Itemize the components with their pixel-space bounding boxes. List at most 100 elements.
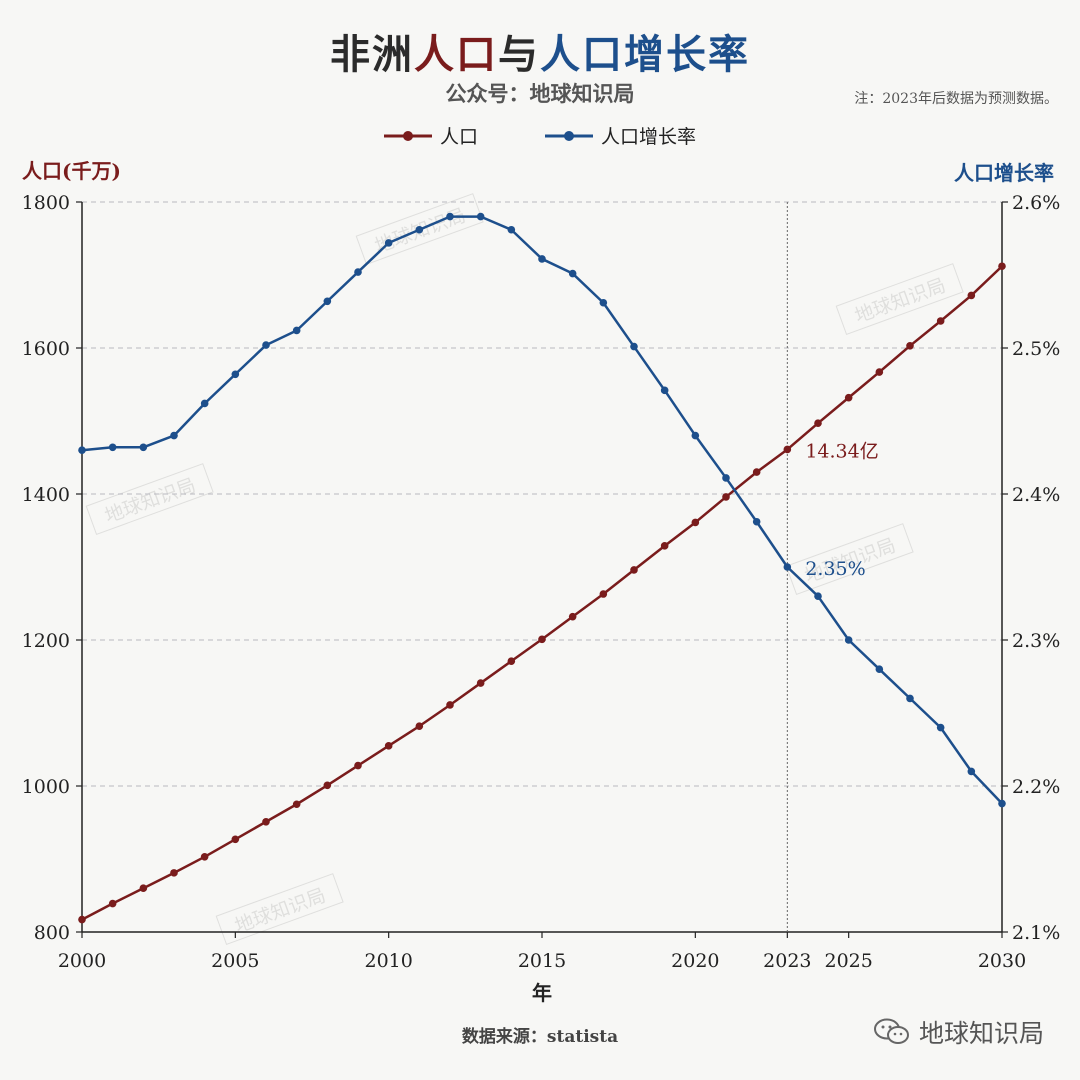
y-right-tick-label: 2.2%: [1012, 776, 1060, 798]
data-point-population: [323, 781, 332, 790]
data-point-population: [599, 590, 608, 598]
y-left-tick-label: 800: [34, 922, 70, 944]
annotation-label: 14.34亿: [805, 440, 878, 462]
data-point-population: [354, 761, 362, 770]
data-point-population: [292, 800, 301, 809]
watermark-box: [355, 193, 484, 266]
y-left-tick-label: 1600: [22, 338, 70, 360]
data-point-population: [568, 612, 577, 621]
x-tick-label: 2023: [763, 950, 811, 972]
y-right-tick-label: 2.6%: [1012, 192, 1060, 214]
brand-logo: 地球知识局: [873, 1014, 1044, 1050]
data-point-population: [752, 468, 761, 476]
data-point-population: [108, 899, 117, 908]
chart-title: 非洲人口与人口增长率: [0, 22, 1080, 80]
title-part-africa: 非洲: [330, 31, 414, 78]
data-point-population: [200, 853, 209, 861]
data-point-growth-rate: [752, 517, 761, 526]
data-point-growth-rate: [568, 269, 577, 278]
x-tick-label: 2030: [978, 950, 1026, 972]
legend-marker-growth-rate: [564, 131, 574, 141]
data-point-growth-rate: [292, 326, 301, 335]
y-right-axis-title: 人口增长率: [954, 161, 1054, 185]
data-point-population: [783, 445, 792, 454]
legend-marker-population: [403, 131, 413, 141]
data-point-growth-rate: [384, 239, 393, 247]
data-point-growth-rate: [998, 799, 1006, 808]
data-point-population: [384, 742, 393, 750]
data-point-population: [875, 368, 884, 376]
data-point-population: [170, 869, 178, 877]
watermark-0: 地球知识局: [85, 463, 214, 536]
x-tick-label: 2005: [211, 950, 259, 972]
x-tick-label: 2010: [364, 950, 412, 972]
y-left-axis-title: 人口(千万): [22, 159, 121, 183]
x-tick-label: 2015: [518, 950, 566, 972]
data-point-population: [507, 657, 516, 665]
data-point-growth-rate: [507, 225, 516, 234]
watermark-box: [215, 873, 344, 946]
title-part-and: 与: [498, 31, 540, 78]
data-point-growth-rate: [875, 665, 884, 673]
data-point-population: [967, 291, 976, 300]
data-point-growth-rate: [936, 723, 945, 732]
x-tick-label: 2020: [671, 950, 719, 972]
data-point-growth-rate: [906, 694, 914, 703]
y-right-tick-label: 2.1%: [1012, 922, 1060, 944]
legend-label-population: 人口: [440, 126, 478, 148]
data-point-growth-rate: [476, 212, 485, 221]
y-left-tick-label: 1800: [22, 192, 70, 214]
data-point-growth-rate: [844, 636, 853, 644]
y-right-tick-label: 2.3%: [1012, 630, 1060, 652]
data-point-population: [630, 566, 638, 574]
data-point-growth-rate: [967, 767, 976, 776]
watermark-1: 地球知识局: [835, 263, 964, 336]
title-part-population: 人口: [414, 31, 498, 78]
data-point-population: [78, 915, 86, 924]
forecast-note: 注：2023年后数据为预测数据。: [854, 91, 1058, 107]
annotation-label: 2.35%: [805, 558, 865, 580]
data-point-growth-rate: [354, 268, 362, 276]
y-left-tick-label: 1400: [22, 484, 70, 506]
y-left-tick-label: 1200: [22, 630, 70, 652]
data-point-growth-rate: [814, 592, 822, 600]
data-point-growth-rate: [323, 297, 332, 306]
data-point-growth-rate: [200, 399, 209, 408]
data-point-population: [231, 835, 240, 844]
data-point-population: [415, 722, 424, 730]
data-point-growth-rate: [691, 431, 700, 440]
x-tick-label: 2000: [58, 950, 106, 972]
data-point-population: [722, 493, 730, 501]
y-left-tick-label: 1000: [22, 776, 70, 798]
data-point-population: [844, 393, 853, 402]
x-axis-title: 年: [532, 981, 552, 1005]
data-point-growth-rate: [783, 563, 792, 571]
data-point-growth-rate: [538, 255, 546, 263]
data-point-growth-rate: [599, 298, 608, 307]
brand-name: 地球知识局: [918, 1019, 1044, 1048]
series-line-population: [81, 265, 1003, 921]
data-point-growth-rate: [170, 431, 178, 440]
data-point-population: [538, 635, 546, 644]
data-point-growth-rate: [108, 443, 117, 452]
legend-label-growth-rate: 人口增长率: [601, 126, 696, 148]
title-part-growth-rate: 人口增长率: [540, 31, 750, 78]
data-point-growth-rate: [139, 443, 148, 452]
wechat-icon: [873, 1018, 909, 1044]
data-point-population: [691, 518, 700, 527]
data-point-growth-rate: [78, 446, 86, 455]
data-point-population: [262, 817, 270, 826]
data-point-population: [139, 884, 148, 892]
data-point-population: [660, 542, 669, 550]
data-point-population: [998, 262, 1006, 271]
data-point-population: [476, 679, 485, 687]
data-point-growth-rate: [722, 474, 730, 482]
data-point-growth-rate: [446, 212, 454, 221]
data-point-population: [814, 419, 822, 427]
data-point-growth-rate: [415, 225, 424, 234]
data-point-growth-rate: [660, 386, 669, 395]
watermark-box: [85, 463, 214, 536]
data-source: 数据来源：statista: [461, 1027, 619, 1047]
subtitle: 公众号：地球知识局: [445, 81, 635, 106]
y-right-tick-label: 2.5%: [1012, 338, 1060, 360]
